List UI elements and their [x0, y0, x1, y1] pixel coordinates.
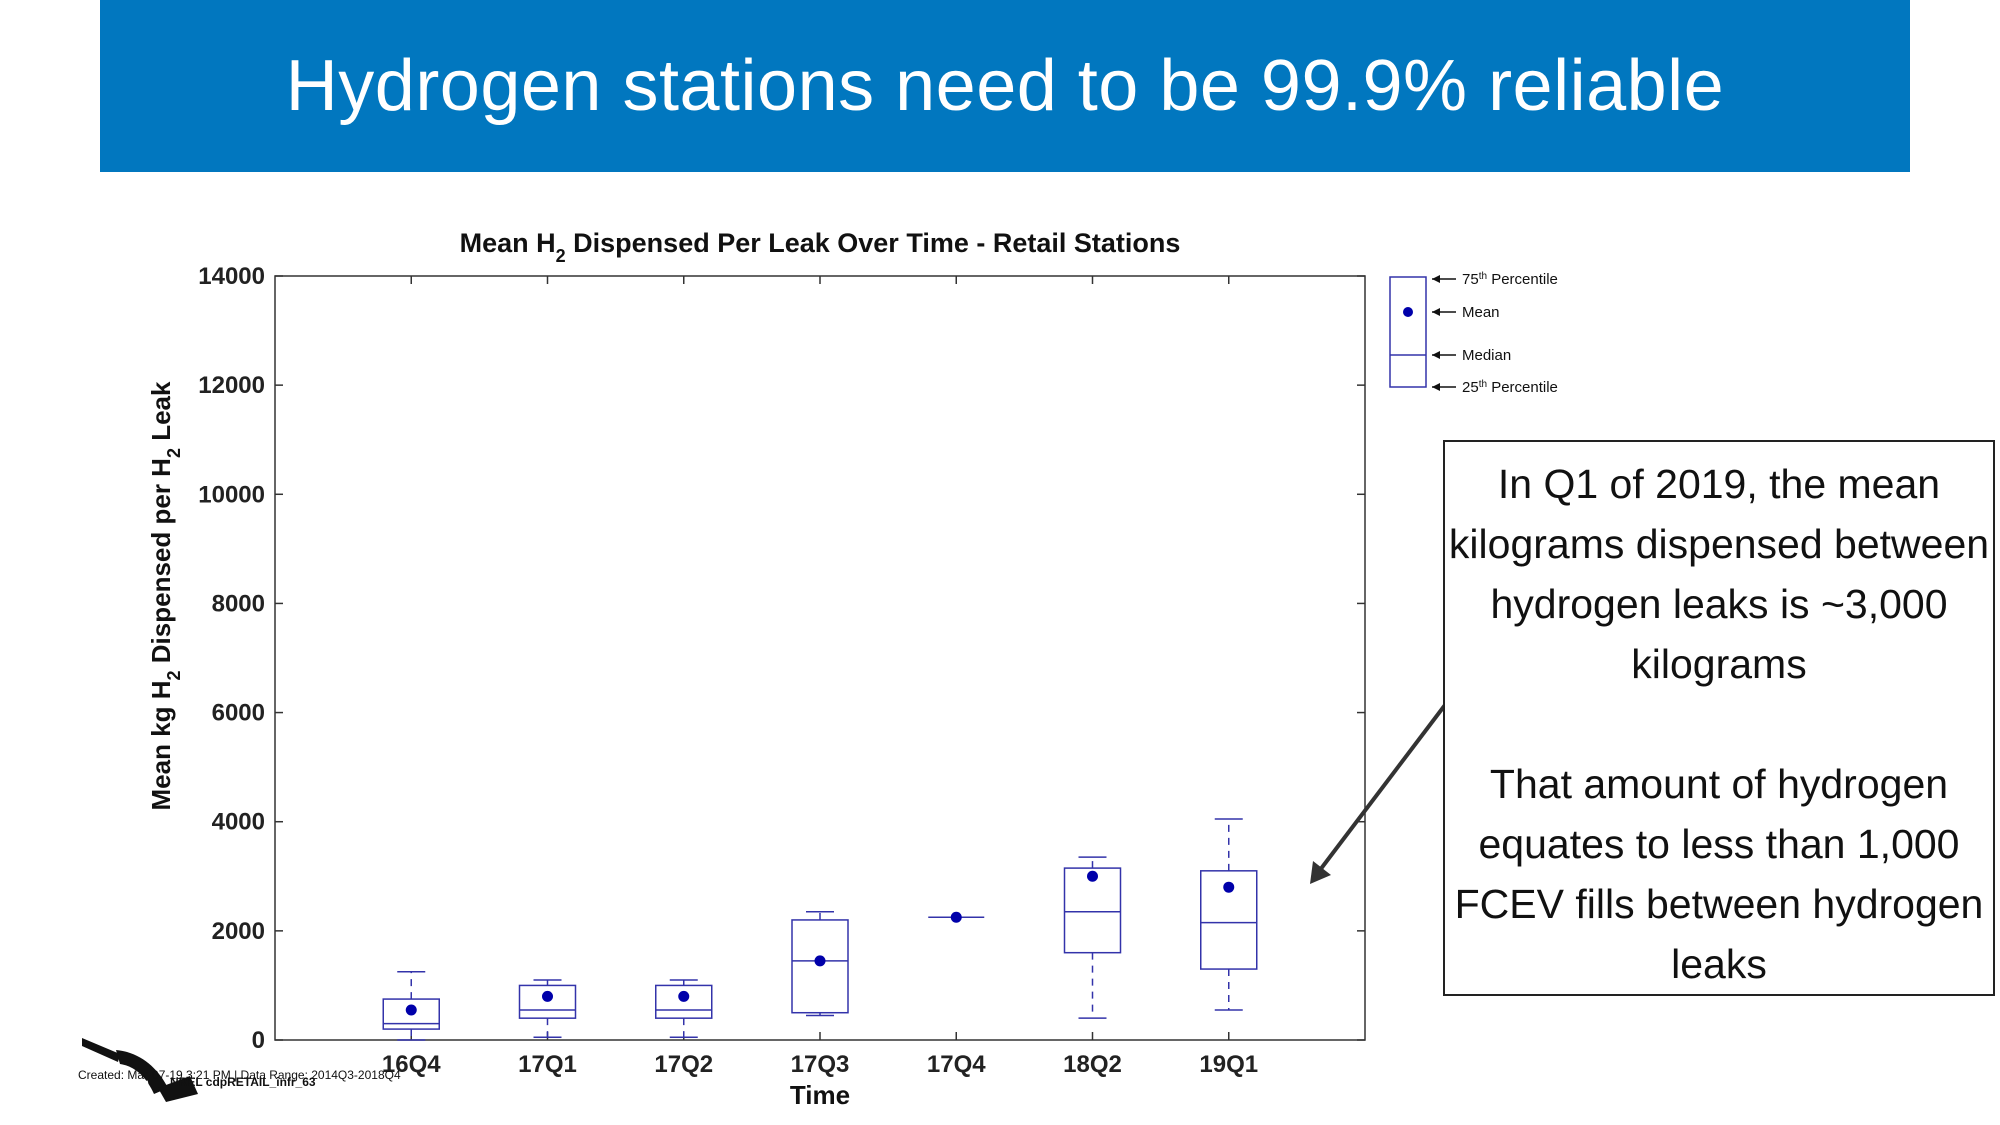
legend-label: 75th Percentile: [1462, 271, 1558, 289]
x-tick-label: 17Q3: [791, 1051, 850, 1078]
callout-arrow-head: [1310, 861, 1331, 884]
box-iqr: [791, 919, 849, 1014]
x-tick-label: 17Q1: [518, 1051, 577, 1078]
legend-box: [1389, 276, 1427, 388]
y-tick-label: 12000: [198, 372, 265, 399]
legend-arrow-head: [1432, 383, 1440, 391]
y-tick-label: 2000: [212, 918, 265, 945]
y-tick-label: 0: [252, 1027, 265, 1054]
legend-arrow-head: [1432, 275, 1440, 283]
footer-source: NREL cdpRETAIL_infr_63: [170, 1075, 316, 1089]
mean-point: [950, 911, 962, 923]
y-tick-label: 6000: [212, 700, 265, 727]
slide-title: Hydrogen stations need to be 99.9% relia…: [285, 46, 1725, 126]
x-tick-label: 19Q1: [1199, 1051, 1258, 1078]
box-iqr: [382, 998, 440, 1030]
callout-arrow-line: [1318, 703, 1447, 872]
y-tick-label: 8000: [212, 590, 265, 617]
mean-point: [1223, 881, 1235, 893]
footer-created: Created: Mar-07-19 3:21 PM | Data Range:…: [78, 1068, 401, 1082]
x-tick-label: 16Q4: [382, 1051, 441, 1078]
legend-label: Mean: [1462, 304, 1500, 321]
callout-box: In Q1 of 2019, the mean kilograms dispen…: [1443, 440, 1995, 996]
box-iqr: [1200, 870, 1258, 970]
legend-label: Median: [1462, 347, 1511, 364]
mean-point: [542, 990, 553, 1002]
mean-point: [405, 1004, 417, 1016]
box-iqr: [1063, 867, 1122, 954]
callout-paragraph-1: In Q1 of 2019, the mean kilograms dispen…: [1448, 461, 1990, 687]
mean-point: [1087, 870, 1098, 882]
x-tick-label: 17Q4: [927, 1051, 986, 1078]
box-iqr: [655, 984, 713, 1019]
x-tick-label: 17Q2: [654, 1051, 713, 1078]
callout-paragraph-2: That amount of hydrogen equates to less …: [1454, 761, 1984, 987]
y-axis-label: Mean kg H2 Dispensed per H2 Leak: [146, 381, 184, 810]
x-axis-label: Time: [790, 1080, 850, 1110]
title-banner: Hydrogen stations need to be 99.9% relia…: [100, 0, 1910, 172]
legend-label: 25th Percentile: [1462, 379, 1558, 397]
y-tick-label: 4000: [212, 809, 265, 836]
fuel-nozzle-icon: [82, 1038, 198, 1102]
mean-point: [814, 955, 826, 967]
y-tick-label: 10000: [198, 481, 265, 508]
mean-point: [678, 990, 690, 1002]
x-tick-label: 18Q2: [1063, 1051, 1122, 1078]
chart-title: Mean H2 Dispensed Per Leak Over Time - R…: [460, 228, 1181, 266]
legend-arrow-head: [1432, 308, 1440, 316]
legend-mean-point: [1403, 307, 1413, 317]
legend-arrow-head: [1432, 351, 1440, 359]
y-tick-label: 14000: [198, 263, 265, 290]
box-iqr: [518, 984, 577, 1019]
